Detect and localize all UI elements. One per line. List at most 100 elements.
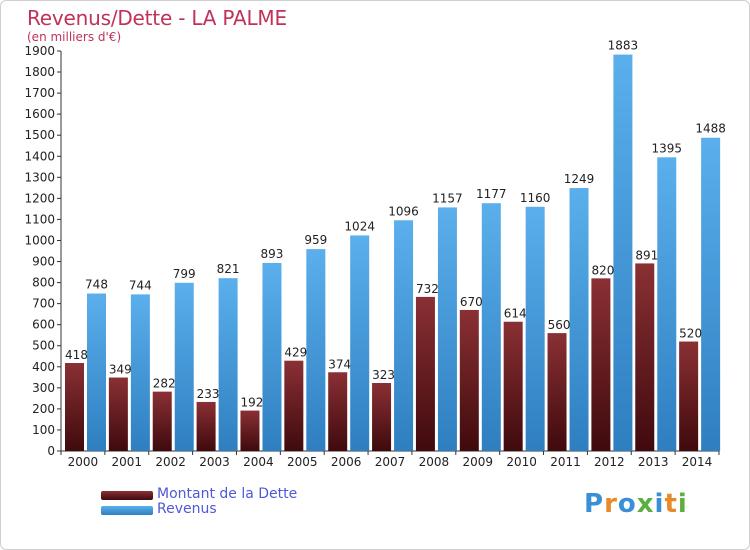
chart-title: Revenus/Dette - LA PALME xyxy=(27,6,287,30)
y-tick-label: 100 xyxy=(32,423,55,437)
data-label-dette-2001: 349 xyxy=(109,363,132,377)
data-label-revenus-2003: 821 xyxy=(217,262,240,276)
data-label-dette-2010: 614 xyxy=(504,307,527,321)
data-label-revenus-2008: 1157 xyxy=(432,191,463,205)
bars xyxy=(65,54,721,452)
bar-revenus-2008 xyxy=(437,207,457,451)
data-label-dette-2004: 192 xyxy=(241,396,264,410)
data-label-dette-2000: 418 xyxy=(65,348,88,362)
y-tick-label: 1000 xyxy=(24,233,55,247)
bar-dette-2010 xyxy=(503,321,523,451)
logo-letter: P xyxy=(584,489,605,519)
bar-dette-2013 xyxy=(635,263,655,451)
bar-revenus-2007 xyxy=(394,220,414,451)
logo-letter: o xyxy=(617,489,637,519)
bar-revenus-2014 xyxy=(701,137,721,451)
x-tick-label: 2010 xyxy=(506,455,537,469)
bar-dette-2000 xyxy=(65,363,84,451)
bar-revenus-2009 xyxy=(481,203,501,451)
bar-revenus-2005 xyxy=(306,249,326,451)
y-tick-label: 1100 xyxy=(24,212,55,226)
data-label-dette-2002: 282 xyxy=(153,377,176,391)
y-tick-label: 1500 xyxy=(24,128,55,142)
data-label-revenus-2009: 1177 xyxy=(476,187,507,201)
data-label-dette-2013: 891 xyxy=(635,248,658,262)
bar-dette-2006 xyxy=(328,372,348,451)
x-tick-label: 2005 xyxy=(287,455,318,469)
y-tick-label: 200 xyxy=(32,402,55,416)
bar-dette-2004 xyxy=(240,410,260,451)
y-tick-label: 800 xyxy=(32,276,55,290)
y-tick-label: 500 xyxy=(32,339,55,353)
bar-revenus-2004 xyxy=(262,263,282,451)
data-label-revenus-2007: 1096 xyxy=(388,204,419,218)
bar-revenus-2013 xyxy=(657,157,677,451)
data-label-dette-2003: 233 xyxy=(197,387,220,401)
data-label-dette-2012: 820 xyxy=(591,263,614,277)
data-label-revenus-2000: 748 xyxy=(85,278,108,292)
axes: 0 100 200 300 400 500 600 700 800 900 1000 1100 1200… xyxy=(24,44,720,469)
x-tick-label: 2002 xyxy=(155,455,186,469)
data-label-dette-2007: 323 xyxy=(372,368,395,382)
y-tick-label: 0 xyxy=(47,444,55,458)
bar-dette-2012 xyxy=(591,278,611,451)
data-label-revenus-2006: 1024 xyxy=(344,219,375,233)
bar-dette-2001 xyxy=(108,377,128,451)
bar-revenus-2006 xyxy=(350,235,370,451)
legend-swatch-revenus xyxy=(101,506,153,515)
x-tick-label: 2006 xyxy=(331,455,362,469)
y-tick-label: 700 xyxy=(32,297,55,311)
data-label-revenus-2011: 1249 xyxy=(564,172,595,186)
bar-revenus-2000 xyxy=(87,293,106,451)
bar-dette-2008 xyxy=(415,296,435,451)
logo-letter: r xyxy=(604,489,618,519)
bar-dette-2003 xyxy=(196,401,216,451)
x-tick-label: 2012 xyxy=(594,455,625,469)
bar-revenus-2010 xyxy=(525,206,545,451)
y-tick-label: 1200 xyxy=(24,191,55,205)
y-tick-label: 1400 xyxy=(24,149,55,163)
bar-dette-2005 xyxy=(284,360,304,451)
data-labels: 418 748 349 744 282 799 233 821 192 893 429 959 374 1… xyxy=(65,39,726,410)
x-tick-label: 2001 xyxy=(112,455,143,469)
bar-revenus-2011 xyxy=(569,188,589,452)
y-tick-label: 1700 xyxy=(24,86,55,100)
logo-letter: i xyxy=(654,489,665,519)
x-tick-label: 2011 xyxy=(550,455,581,469)
logo-letter: x xyxy=(636,489,655,519)
data-label-dette-2009: 670 xyxy=(460,295,483,309)
y-tick-label: 1300 xyxy=(24,170,55,184)
chart-subtitle: (en milliers d'€) xyxy=(27,30,122,44)
proxiti-logo: Proxiti xyxy=(584,489,688,519)
y-tick-label: 1800 xyxy=(24,65,55,79)
data-label-dette-2005: 429 xyxy=(284,346,307,360)
data-label-dette-2014: 520 xyxy=(679,327,702,341)
data-label-revenus-2014: 1488 xyxy=(695,122,726,136)
x-tick-label: 2004 xyxy=(243,455,274,469)
x-tick-label: 2014 xyxy=(682,455,713,469)
bar-dette-2007 xyxy=(372,383,392,451)
y-tick-label: 400 xyxy=(32,360,55,374)
data-label-revenus-2013: 1395 xyxy=(651,141,682,155)
bar-dette-2011 xyxy=(547,333,567,451)
data-label-revenus-2004: 893 xyxy=(261,247,284,261)
y-tick-label: 300 xyxy=(32,381,55,395)
y-tick-label: 1900 xyxy=(24,44,55,58)
legend-label-dette: Montant de la Dette xyxy=(157,486,298,502)
bar-revenus-2002 xyxy=(174,282,194,451)
logo-letter: t xyxy=(664,489,678,519)
legend-label-revenus: Revenus xyxy=(157,501,217,517)
bar-revenus-2012 xyxy=(613,54,633,451)
legend-swatch-dette xyxy=(101,491,153,500)
x-tick-label: 2003 xyxy=(199,455,230,469)
data-label-dette-2011: 560 xyxy=(548,318,571,332)
data-label-revenus-2010: 1160 xyxy=(520,191,551,205)
y-tick-label: 900 xyxy=(32,255,55,269)
y-tick-label: 600 xyxy=(32,318,55,332)
bar-dette-2009 xyxy=(459,309,479,451)
x-tick-label: 2013 xyxy=(638,455,669,469)
data-label-revenus-2012: 1883 xyxy=(608,39,639,53)
bar-revenus-2001 xyxy=(130,294,150,451)
